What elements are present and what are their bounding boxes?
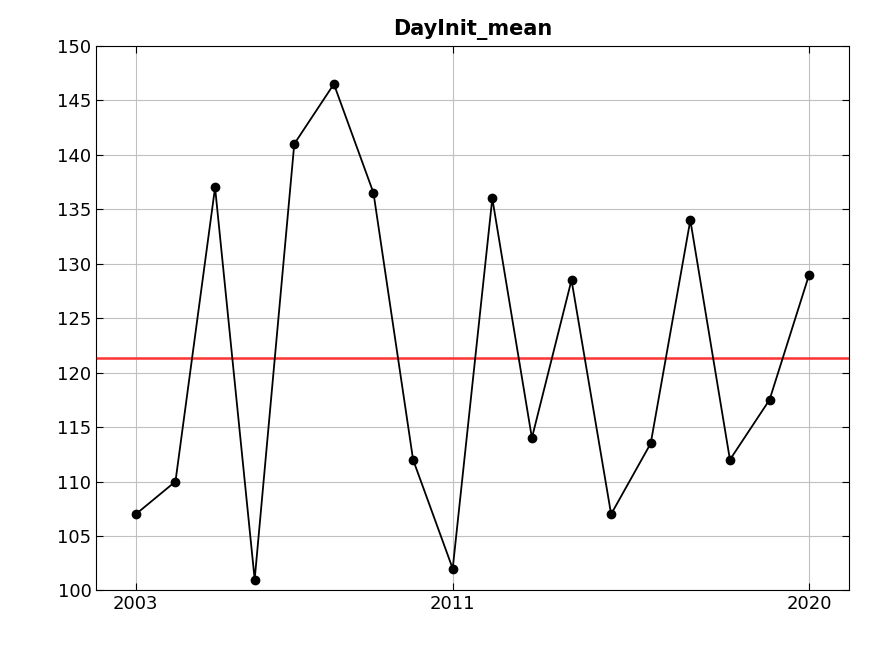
Title: DayInit_mean: DayInit_mean xyxy=(393,19,552,40)
